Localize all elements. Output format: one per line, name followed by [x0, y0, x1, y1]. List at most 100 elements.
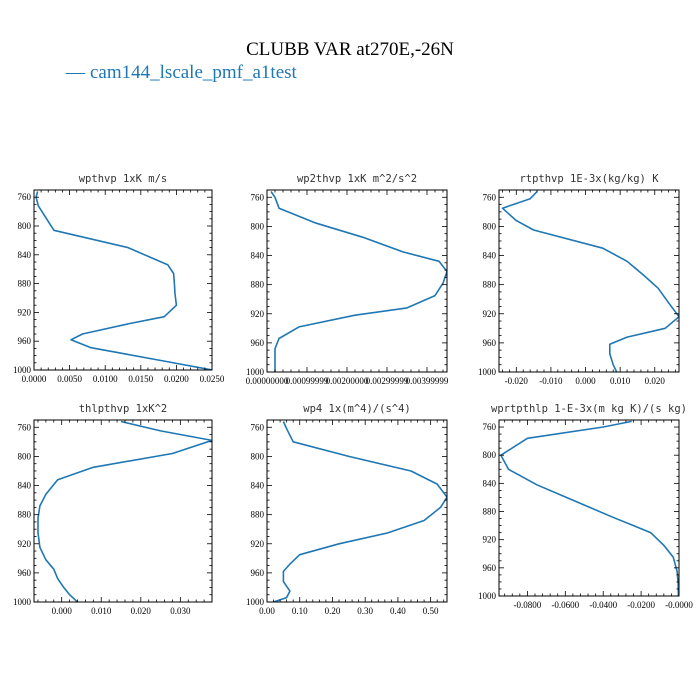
y-tick-label: 1000 — [246, 367, 265, 377]
panel-5: wp4 1x(m^4)/(s^4)76080084088092096010000… — [246, 403, 448, 616]
panel-title: wprtpthlp 1-E-3x(m kg K)/(s kg) — [491, 403, 687, 415]
y-tick-label: 880 — [251, 280, 265, 290]
y-tick-label: 760 — [483, 192, 497, 202]
y-tick-label: 800 — [483, 450, 497, 460]
y-tick-label: 880 — [251, 510, 265, 520]
y-tick-label: 920 — [18, 539, 32, 549]
x-tick-label: -0.010 — [539, 376, 563, 386]
x-tick-label: 0.010 — [91, 606, 112, 616]
y-tick-label: 1000 — [13, 597, 32, 607]
y-tick-label: 1000 — [478, 591, 497, 601]
x-tick-label: 0.10 — [292, 606, 308, 616]
plot-frame — [498, 419, 680, 597]
y-tick-label: 880 — [483, 280, 497, 290]
series-line — [37, 420, 212, 602]
y-tick-label: 880 — [483, 507, 497, 517]
y-tick-label: 760 — [251, 192, 265, 202]
y-tick-label: 760 — [251, 422, 265, 432]
panel-title: rtpthvp 1E-3x(kg/kg) K — [519, 173, 659, 185]
y-tick-label: 920 — [251, 539, 265, 549]
x-tick-label: 0.020 — [645, 376, 666, 386]
legend: — cam144_lscale_pmf_a1test — [65, 62, 298, 83]
series-line — [273, 421, 447, 602]
panel-1: wpthvp 1xK m/s76080084088092096010000.00… — [13, 173, 225, 384]
panel-title: thlpthvp 1xK^2 — [79, 403, 168, 415]
x-tick-label: -0.0000 — [665, 600, 693, 610]
x-tick-label: 0.000 — [52, 606, 73, 616]
y-tick-label: 920 — [251, 309, 265, 319]
x-tick-label: 0.40 — [390, 606, 406, 616]
panel-3: rtpthvp 1E-3x(kg/kg) K 760 800 840 880 920 960… — [478, 173, 680, 386]
y-tick-label: 960 — [251, 568, 265, 578]
y-tick-label: 800 — [18, 451, 32, 461]
panel-title: wpthvp 1xK m/s — [79, 173, 168, 185]
plot-frame — [498, 189, 680, 373]
y-tick-label: 920 — [18, 307, 32, 317]
x-tick-label: 0.50 — [423, 606, 439, 616]
x-tick-label: -0.020 — [505, 376, 529, 386]
y-tick-label: 840 — [483, 251, 497, 261]
y-tick-label: 800 — [251, 451, 265, 461]
x-tick-label: -0.0800 — [514, 600, 542, 610]
panel-title: wp4 1x(m^4)/(s^4) — [303, 403, 410, 415]
x-tick-label: 0.0050 — [57, 374, 82, 384]
x-tick-label: 0.00200000 — [326, 376, 369, 386]
x-tick-label: -0.0400 — [589, 600, 617, 610]
y-tick-label: 960 — [18, 568, 32, 578]
x-tick-label: 0.030 — [170, 606, 191, 616]
y-tick-label: 960 — [18, 336, 32, 346]
series-line — [35, 191, 212, 370]
x-tick-label: 0.20 — [325, 606, 341, 616]
x-tick-label: 0.020 — [131, 606, 152, 616]
y-tick-label: 960 — [483, 338, 497, 348]
plot-frame — [266, 189, 448, 373]
y-tick-label: 800 — [18, 221, 32, 231]
panel-6: wprtpthlp 1-E-3x(m kg K)/(s kg) 760 800 840… — [478, 403, 693, 610]
x-tick-label: 0.0250 — [200, 374, 225, 384]
y-tick-label: 840 — [251, 251, 265, 261]
y-tick-label: 1000 — [246, 597, 265, 607]
y-tick-label: 840 — [18, 250, 32, 260]
series-line — [501, 190, 679, 372]
x-tick-label: 0.00 — [259, 606, 275, 616]
y-tick-label: 840 — [251, 481, 265, 491]
series-line — [500, 420, 679, 596]
legend-label: cam144_lscale_pmf_a1test — [90, 62, 298, 83]
plot-frame — [266, 419, 448, 603]
x-tick-label: 0.0000 — [22, 374, 47, 384]
y-tick-label: 920 — [483, 535, 497, 545]
x-tick-label: 0.00099999 — [286, 376, 329, 386]
x-tick-label: 0.010 — [610, 376, 631, 386]
y-tick-label: 960 — [483, 563, 497, 573]
x-tick-label: 0.00399999 — [406, 376, 449, 386]
plot-frame — [33, 189, 213, 371]
x-tick-label: -0.0600 — [551, 600, 579, 610]
y-tick-label: 960 — [251, 338, 265, 348]
x-tick-label: 0.0200 — [164, 374, 189, 384]
y-tick-label: 1000 — [13, 365, 32, 375]
plot-frame — [33, 419, 213, 603]
panel-2: wp2thvp 1xK m^2/s^2 760 800 840 880 920 960 100… — [246, 173, 449, 386]
y-tick-label: 840 — [483, 478, 497, 488]
panel-title: wp2thvp 1xK m^2/s^2 — [297, 173, 417, 185]
x-tick-label: 0.00000000 — [246, 376, 289, 386]
x-tick-label: 0.0100 — [93, 374, 118, 384]
y-tick-label: 760 — [18, 422, 32, 432]
y-tick-label: 800 — [251, 221, 265, 231]
y-tick-label: 920 — [483, 309, 497, 319]
y-tick-label: 840 — [18, 481, 32, 491]
x-tick-label: 0.0150 — [128, 374, 153, 384]
series-line — [270, 191, 447, 372]
legend-dash: — — [65, 62, 86, 83]
panel-4: thlpthvp 1xK^2 760 800 840 880 920 960 1000 0.00… — [13, 403, 213, 616]
panels: wpthvp 1xK m/s76080084088092096010000.00… — [13, 173, 693, 616]
y-tick-label: 760 — [18, 192, 32, 202]
y-tick-label: 800 — [483, 221, 497, 231]
y-tick-label: 880 — [18, 510, 32, 520]
x-tick-label: 0.000 — [575, 376, 596, 386]
y-tick-label: 880 — [18, 279, 32, 289]
figure-title: CLUBB VAR at270E,-26N — [246, 39, 454, 60]
x-tick-label: 0.00299999 — [366, 376, 409, 386]
x-tick-label: -0.0200 — [627, 600, 655, 610]
